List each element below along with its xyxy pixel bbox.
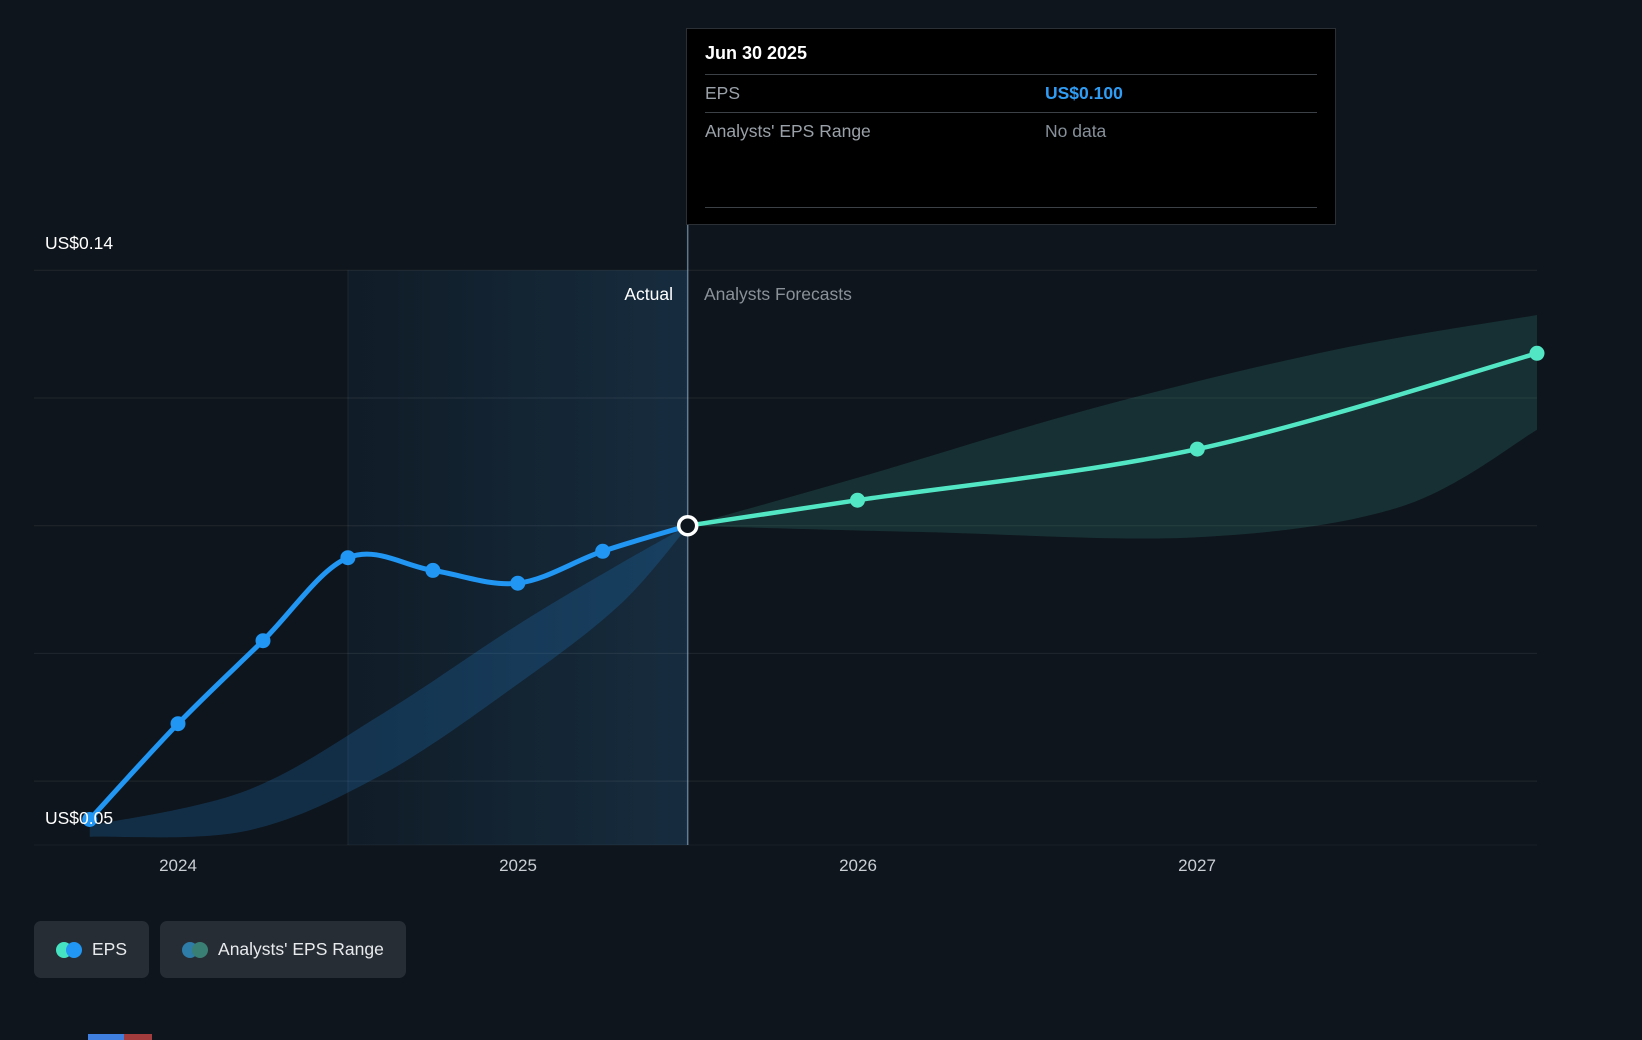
eps-actual-point[interactable]: [595, 543, 611, 559]
chart-legend: EPS Analysts' EPS Range: [34, 921, 406, 978]
y-axis-label: US$0.05: [45, 808, 114, 828]
chart-tooltip: Jun 30 2025 EPS US$0.100 Analysts' EPS R…: [686, 28, 1336, 225]
eps-forecast-point[interactable]: [1189, 441, 1205, 457]
current-eps-marker[interactable]: [676, 514, 699, 537]
tooltip-range-value: No data: [1045, 121, 1107, 141]
x-axis-label: 2025: [499, 856, 537, 875]
x-axis-label: 2026: [839, 856, 877, 875]
bottom-edge-partial-element: [88, 1034, 152, 1040]
tooltip-eps-value: US$0.100: [1045, 83, 1123, 103]
forecasts-phase-label: Analysts Forecasts: [704, 284, 852, 304]
tooltip-range-label: Analysts' EPS Range: [705, 121, 871, 141]
tooltip-eps-label: EPS: [705, 83, 741, 103]
eps-dot-blue-icon: [66, 941, 82, 958]
eps-actual-point[interactable]: [510, 575, 526, 591]
tooltip-divider: [705, 207, 1317, 208]
eps-actual-point[interactable]: [82, 812, 98, 827]
legend-analysts-range-toggle[interactable]: Analysts' EPS Range: [160, 921, 406, 978]
eps-forecast-line: [685, 351, 1540, 528]
legend-eps-toggle[interactable]: EPS: [34, 921, 150, 978]
x-axis-label: 2024: [159, 856, 197, 875]
tooltip-date: Jun 30 2025: [705, 43, 1317, 75]
tooltip-row-range: Analysts' EPS Range No data: [705, 113, 1317, 150]
eps-forecast-point[interactable]: [850, 492, 865, 508]
eps-actual-point[interactable]: [170, 716, 186, 732]
artifact-segment: [124, 1034, 152, 1040]
actual-phase-label: Actual: [624, 284, 673, 304]
analysts-range-forecast-band: [687, 315, 1537, 539]
range-dot-teal-icon: [192, 941, 209, 958]
artifact-segment: [88, 1034, 124, 1040]
legend-eps-label: EPS: [92, 939, 128, 959]
range-legend-dots-icon: [182, 941, 209, 958]
eps-legend-dots-icon: [56, 941, 82, 958]
legend-analysts-range-label: Analysts' EPS Range: [218, 939, 384, 959]
y-axis-label: US$0.14: [45, 233, 114, 253]
x-axis-label: 2027: [1178, 856, 1216, 875]
eps-actual-point[interactable]: [255, 633, 271, 649]
highlight-band: [347, 270, 688, 845]
eps-actual-point[interactable]: [340, 550, 356, 566]
tooltip-row-eps: EPS US$0.100: [705, 75, 1317, 113]
eps-actual-point[interactable]: [425, 562, 441, 578]
eps-forecast-point[interactable]: [1529, 345, 1545, 361]
